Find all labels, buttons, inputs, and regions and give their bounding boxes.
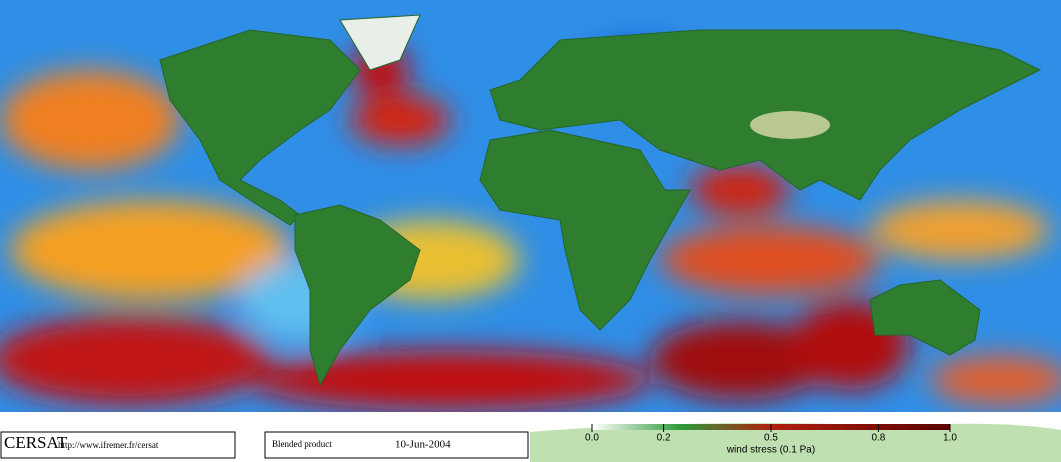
product-box: [264, 431, 529, 459]
antarctica-land: [530, 423, 1061, 462]
colorbar-tick-label: 0.8: [871, 433, 885, 444]
product: Blended product: [272, 439, 332, 449]
colorbar-tick-label: 0.5: [764, 433, 778, 444]
wind-field: [0, 45, 1061, 410]
url: http://www.ifremer.fr/cersat: [58, 440, 159, 450]
logo-box: [0, 431, 236, 459]
logo: CERSAT: [4, 433, 68, 452]
colorbar-title: wind stress (0.1 Pa): [726, 445, 815, 456]
colorbar-tick-label: 0.0: [585, 433, 599, 444]
colorbar-tick-label: 0.2: [657, 433, 671, 444]
land: [159, 14, 1042, 387]
date: 10-Jun-2004: [395, 439, 451, 451]
colorbar-tick-label: 1.0: [943, 433, 957, 444]
